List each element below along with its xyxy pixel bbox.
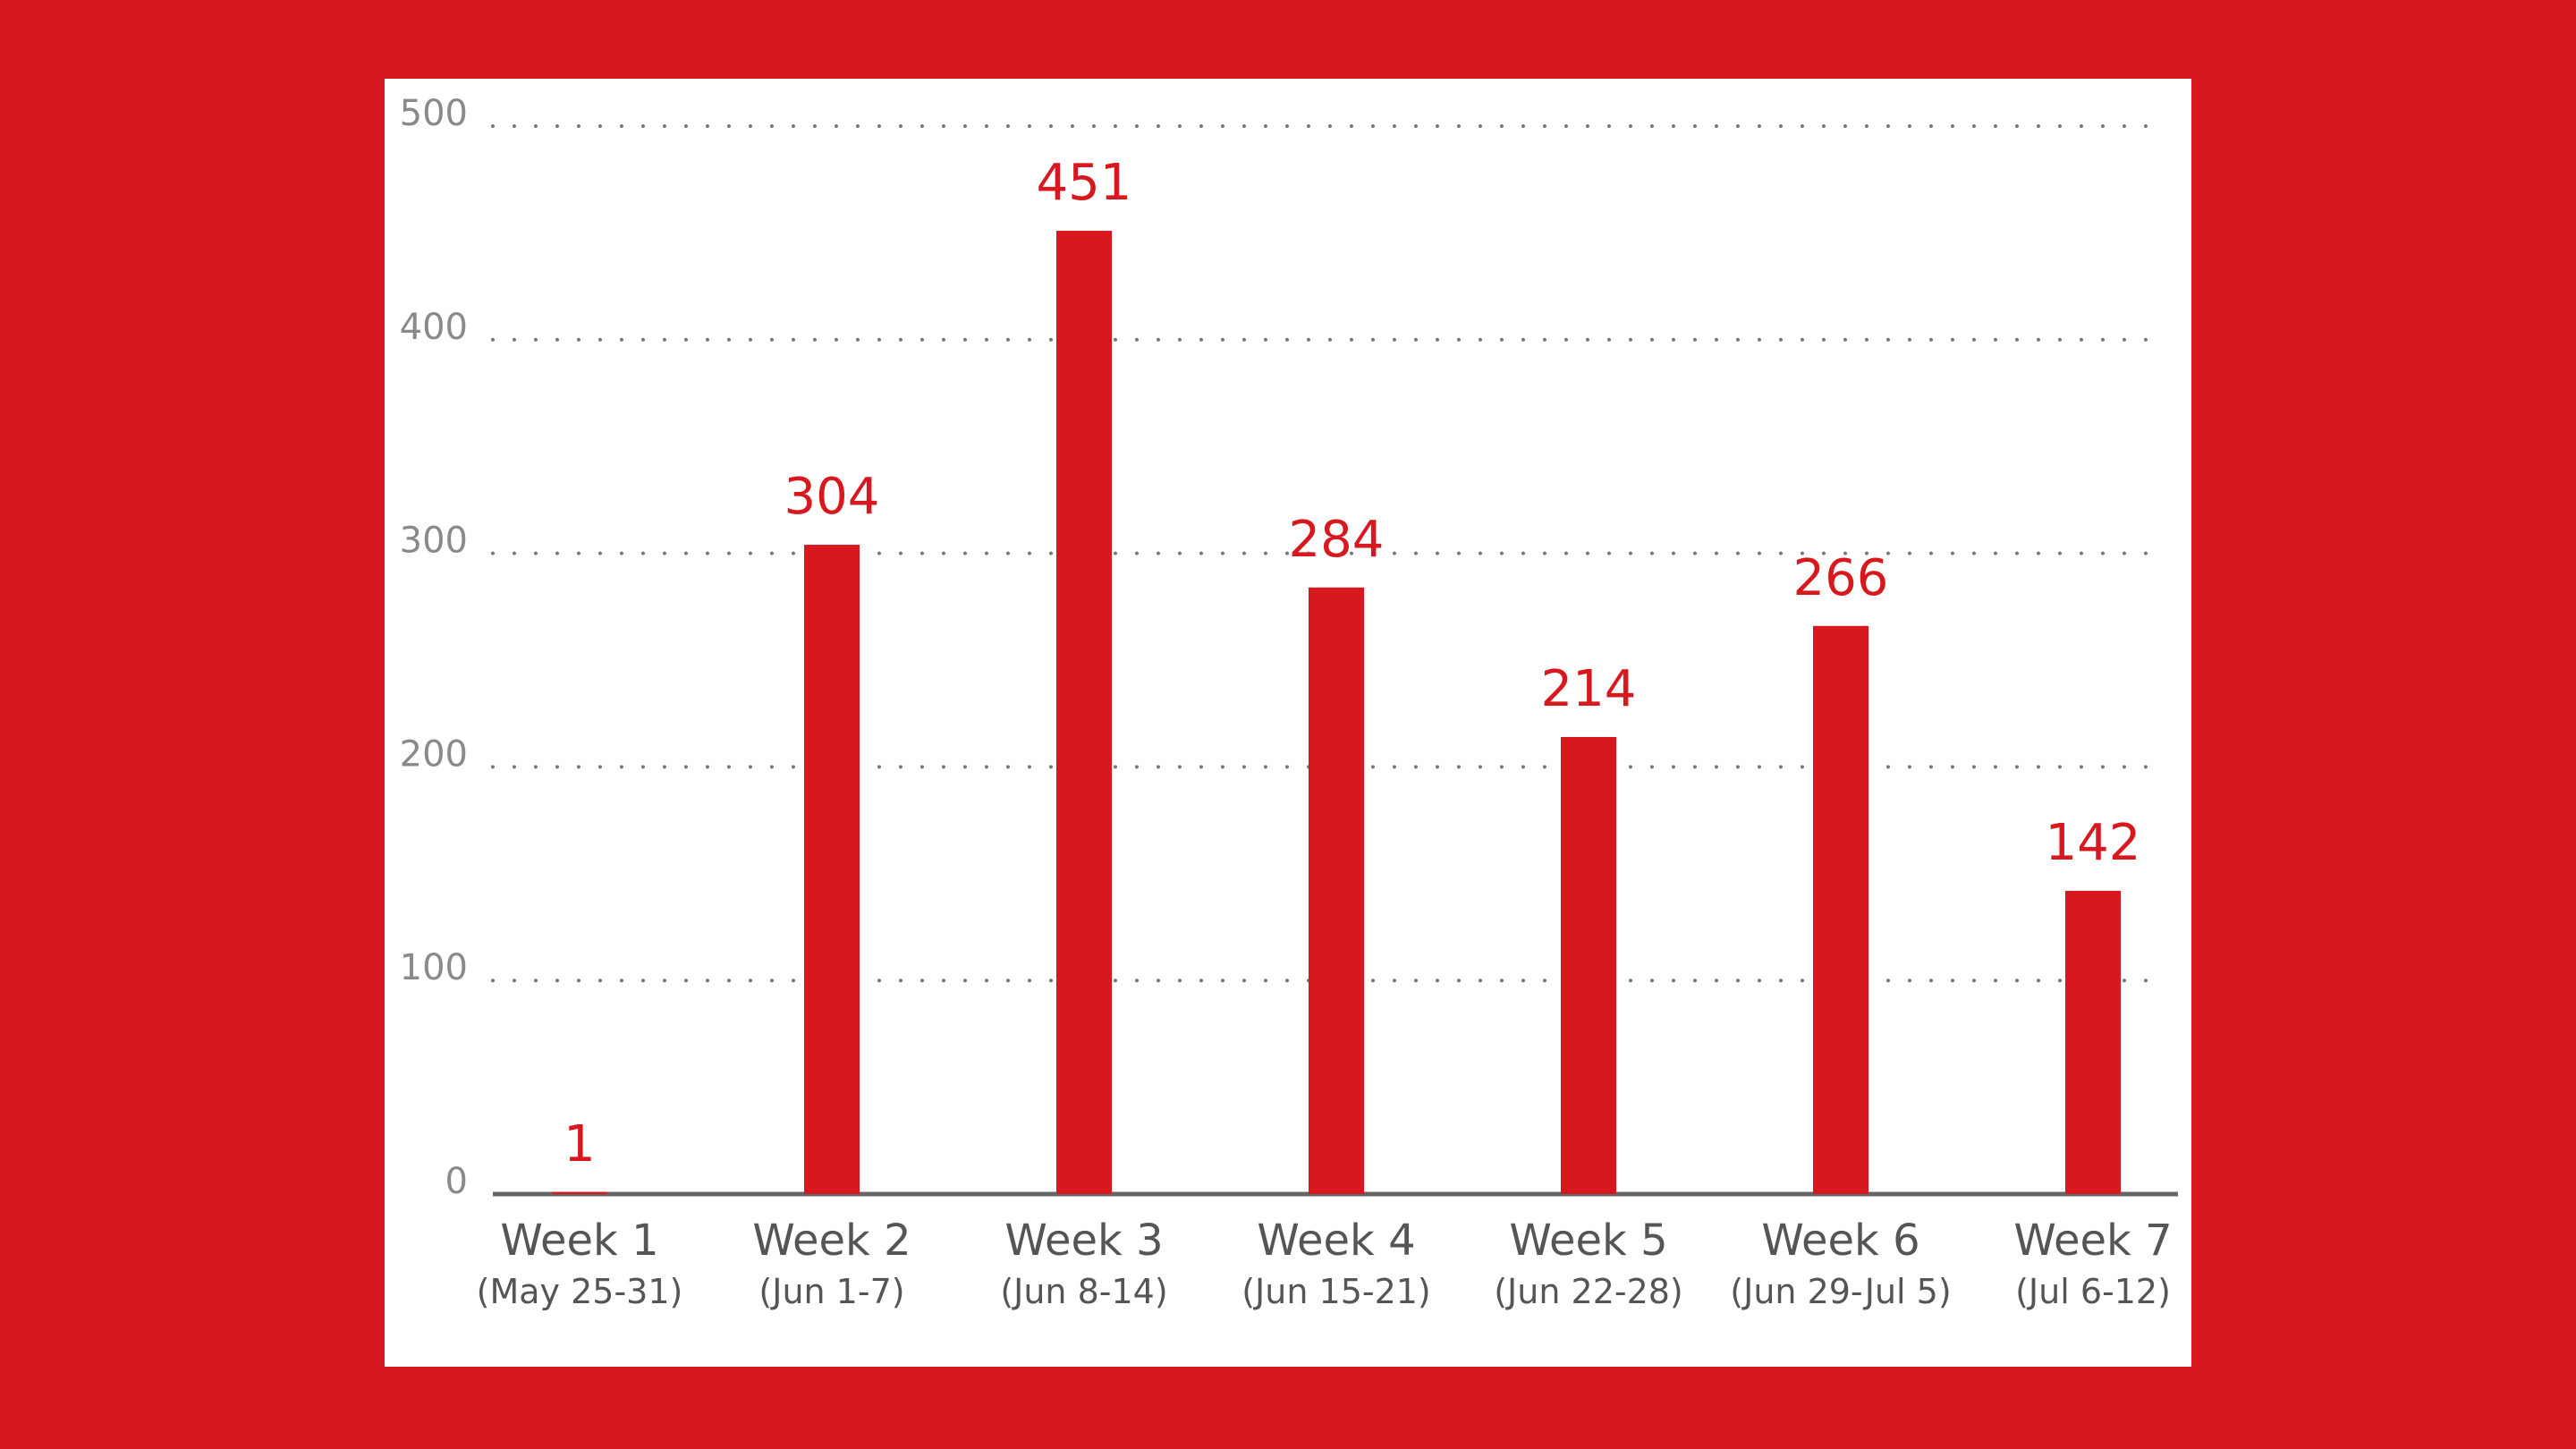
bar — [1309, 587, 1364, 1194]
x-tick-label: Week 5 — [1509, 1216, 1668, 1266]
x-tick-label-group: Week 1 (May 25-31) — [459, 1216, 700, 1314]
chart-panel — [385, 79, 2191, 1367]
bar — [1561, 736, 1616, 1194]
y-tick-label: 300 — [400, 521, 468, 562]
x-tick-label: Week 4 — [1257, 1216, 1416, 1266]
bar — [804, 545, 860, 1194]
x-tick-label-group: Week 4 (Jun 15-21) — [1216, 1216, 1457, 1314]
y-tick-label: 500 — [400, 93, 468, 134]
value-label: 214 — [1541, 660, 1637, 718]
date-range-label: (Jun 29-Jul 5) — [1730, 1272, 1952, 1311]
date-range-label: (Jun 15-21) — [1241, 1272, 1431, 1311]
x-tick-label: Week 3 — [1004, 1216, 1164, 1266]
x-tick-label-group: Week 2 (Jun 1-7) — [711, 1216, 953, 1314]
x-tick-label: Week 2 — [752, 1216, 911, 1266]
x-tick-label: Week 1 — [500, 1216, 659, 1266]
bar — [2065, 890, 2121, 1194]
value-label: 451 — [1037, 154, 1132, 212]
y-tick-label: 400 — [400, 307, 468, 348]
date-range-label: (May 25-31) — [476, 1272, 683, 1311]
date-range-label: (Jun 22-28) — [1494, 1272, 1683, 1311]
x-tick-label-group: Week 6 (Jun 29-Jul 5) — [1720, 1216, 1962, 1314]
bar — [1813, 625, 1868, 1194]
date-range-label: (Jun 1-7) — [758, 1272, 905, 1311]
x-tick-label-group: Week 3 (Jun 8-14) — [963, 1216, 1205, 1314]
x-tick-label-group: Week 5 (Jun 22-28) — [1468, 1216, 1709, 1314]
x-tick-label-group: Week 7 (Jul 6-12) — [1972, 1216, 2214, 1314]
value-label: 1 — [564, 1115, 596, 1174]
y-tick-label: 0 — [445, 1161, 468, 1202]
value-label: 266 — [1793, 549, 1889, 607]
y-tick-label: 100 — [400, 947, 468, 988]
bar — [552, 1191, 607, 1194]
bar — [1056, 231, 1112, 1195]
date-range-label: (Jul 6-12) — [2015, 1272, 2171, 1311]
y-tick-label: 200 — [400, 733, 468, 775]
x-tick-label: Week 7 — [2013, 1216, 2173, 1266]
value-label: 142 — [2046, 814, 2141, 872]
value-label: 284 — [1289, 511, 1385, 569]
x-tick-label: Week 6 — [1761, 1216, 1920, 1266]
date-range-label: (Jun 8-14) — [1000, 1272, 1168, 1311]
value-label: 304 — [784, 468, 880, 526]
